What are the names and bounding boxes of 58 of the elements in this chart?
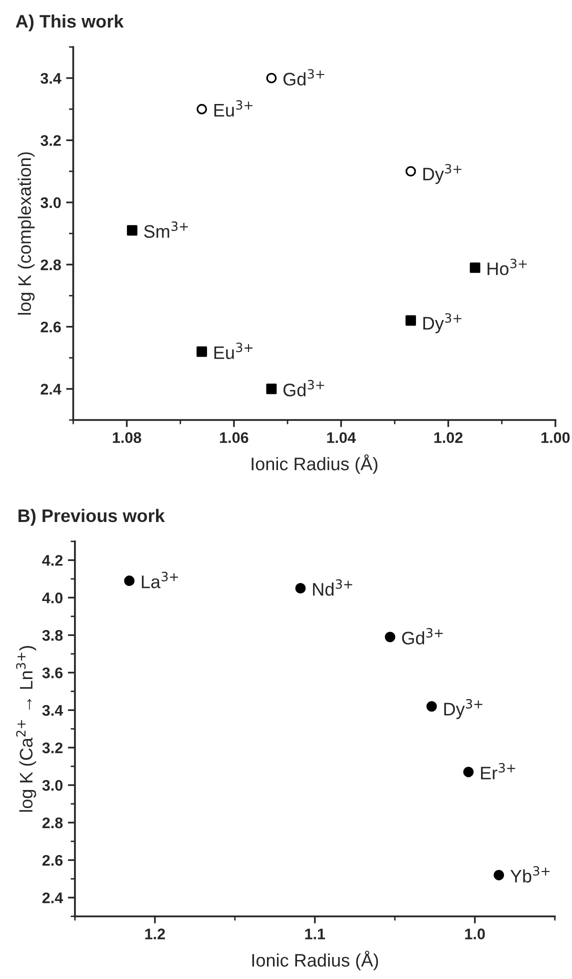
chart-title: A) This work [16, 14, 124, 32]
x-tick-label: 1.1 [305, 928, 326, 940]
point [126, 225, 138, 236]
y-axis-title: log K (Ca$^{2+}$ → Ln$^{3+}$) [16, 646, 36, 812]
point [124, 576, 135, 586]
x-tick-label: 1.02 [434, 432, 463, 444]
annotation: Ho$^{3+}$ [488, 258, 527, 276]
y-tick-label: 3.4 [42, 704, 64, 716]
point [384, 632, 396, 642]
y-tick-label: 4.0 [42, 592, 62, 604]
x-axis-title: Ionic Radius (Å) [252, 454, 378, 474]
y-tick-label: 3.2 [40, 135, 61, 146]
y-tick-label: 2.4 [40, 384, 62, 394]
point [295, 583, 306, 594]
point [266, 72, 277, 84]
annotation: Gd$^{3+}$ [402, 628, 443, 644]
annotation: Nd$^{3+}$ [313, 579, 352, 596]
annotation: Er$^{3+}$ [481, 763, 516, 780]
y-tick-label: 2.6 [40, 322, 61, 332]
y-axis-title: log K (complexation) [18, 152, 35, 315]
point [470, 262, 480, 273]
x-tick-label: 1.0 [465, 928, 485, 940]
annotation: Gd$^{3+}$ [283, 69, 324, 86]
x-axis-title: Ionic Radius (Å) [252, 950, 378, 970]
point [406, 315, 416, 326]
point [196, 346, 208, 357]
annotation: Eu$^{3+}$ [214, 342, 252, 360]
x-tick-label: 1.04 [327, 432, 356, 444]
y-tick-label: 3.8 [42, 630, 63, 641]
x-tick-label: 1.2 [145, 928, 165, 940]
chart-title: B) Previous work [18, 508, 165, 526]
y-tick-label: 3.6 [42, 667, 63, 678]
point [196, 104, 208, 114]
annotation: La$^{3+}$ [142, 572, 178, 588]
annotation: Sm$^{3+}$ [144, 221, 188, 238]
y-tick-label: 4.2 [42, 555, 63, 566]
annotation: Dy$^{3+}$ [423, 313, 462, 334]
x-tick-label: 1.06 [220, 432, 248, 444]
point [266, 384, 277, 394]
annotation: Gd$^{3+}$ [283, 380, 324, 396]
x-tick-label: 1.00 [542, 432, 570, 444]
y-tick-label: 3.2 [42, 742, 63, 754]
point [463, 766, 474, 778]
x-tick-label: 1.08 [112, 432, 142, 444]
point [406, 166, 416, 177]
y-tick-label: 2.8 [40, 259, 61, 270]
annotation: Eu$^{3+}$ [214, 100, 252, 117]
y-tick-label: 2.8 [42, 817, 63, 828]
annotation: Dy$^{3+}$ [444, 699, 482, 720]
annotation: Dy$^{3+}$ [423, 164, 462, 184]
point [494, 870, 504, 880]
point [426, 701, 437, 712]
annotation: Yb$^{3+}$ [510, 866, 550, 883]
y-tick-label: 2.4 [42, 892, 64, 904]
y-tick-label: 2.6 [42, 854, 63, 866]
y-tick-label: 3.4 [40, 72, 62, 84]
y-tick-label: 3.0 [42, 780, 62, 791]
y-tick-label: 3.0 [40, 197, 61, 208]
